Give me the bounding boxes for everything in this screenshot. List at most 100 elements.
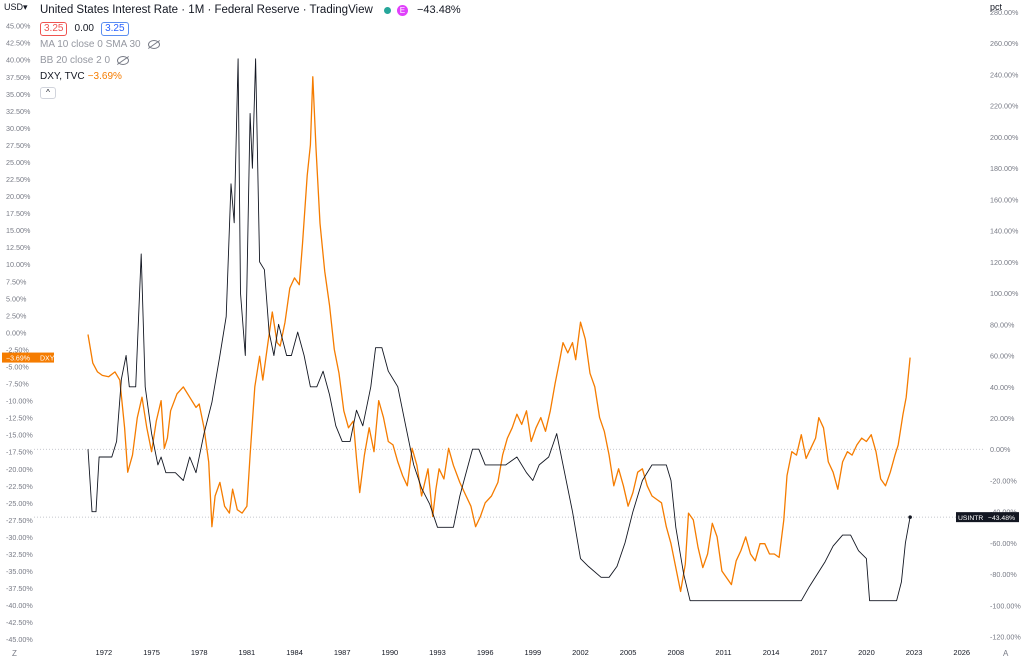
left-tick-label: -25.00% bbox=[6, 499, 33, 508]
usintr-price-badge bbox=[956, 512, 1019, 523]
left-tick-label: 2.50% bbox=[6, 311, 27, 320]
left-tick-label: 37.50% bbox=[6, 73, 31, 82]
x-tick-label: 1972 bbox=[96, 648, 113, 657]
left-axis: 45.00% 42.50% 40.00% 37.50% 35.00% 32.50% 30.0… bbox=[6, 22, 33, 645]
usintr-badge-value: −43.48% bbox=[988, 515, 1015, 522]
right-tick-label: 160.00% bbox=[990, 195, 1019, 204]
left-tick-label: -32.50% bbox=[6, 550, 33, 559]
left-tick-label: -20.00% bbox=[6, 465, 33, 474]
right-tick-label: 80.00% bbox=[990, 320, 1015, 329]
symbol-title[interactable]: United States Interest Rate · 1M · Feder… bbox=[40, 4, 373, 16]
x-axis: 1972 1975 1978 1981 1984 1987 1990 1993 1996 1999… bbox=[96, 648, 971, 657]
earnings-icon[interactable]: E bbox=[396, 4, 408, 16]
left-tick-label: 15.00% bbox=[6, 226, 31, 235]
right-tick-label: 180.00% bbox=[990, 164, 1019, 173]
left-tick-label: -22.50% bbox=[6, 482, 33, 491]
x-tick-label: 1993 bbox=[429, 648, 446, 657]
bb-indicator-row[interactable]: BB 20 close 2 0 bbox=[40, 52, 461, 68]
left-tick-label: -15.00% bbox=[6, 431, 33, 440]
compare-change: −3.69% bbox=[87, 71, 122, 82]
left-tick-label: -42.50% bbox=[6, 618, 33, 627]
series-line-dxy[interactable] bbox=[87, 76, 911, 593]
ma-indicator-label: MA 10 close 0 SMA 30 bbox=[40, 39, 141, 50]
left-corner-label[interactable]: Z bbox=[12, 649, 17, 658]
x-tick-label: 1984 bbox=[286, 648, 303, 657]
series-line-usintr[interactable] bbox=[87, 58, 911, 602]
left-tick-label: -12.50% bbox=[6, 414, 33, 423]
left-tick-label: 20.00% bbox=[6, 192, 31, 201]
collapse-legend-button[interactable]: ^ bbox=[40, 87, 56, 99]
buy-price[interactable]: 3.25 bbox=[101, 22, 129, 36]
x-tick-label: 1981 bbox=[239, 648, 256, 657]
x-tick-label: 1978 bbox=[191, 648, 208, 657]
x-tick-label: 2020 bbox=[858, 648, 875, 657]
x-tick-label: 2002 bbox=[572, 648, 589, 657]
x-tick-label: 2026 bbox=[953, 648, 970, 657]
right-tick-label: 40.00% bbox=[990, 383, 1015, 392]
left-tick-label: -7.50% bbox=[6, 380, 29, 389]
left-tick-label: 0.00% bbox=[6, 328, 27, 337]
bb-indicator-label: BB 20 close 2 0 bbox=[40, 55, 111, 66]
right-tick-label: 280.00% bbox=[990, 8, 1019, 17]
x-tick-label: 1990 bbox=[382, 648, 399, 657]
dxy-price-badge bbox=[2, 352, 54, 363]
x-tick-label: 2005 bbox=[620, 648, 637, 657]
right-tick-label: -60.00% bbox=[990, 539, 1017, 548]
x-tick-label: 2011 bbox=[715, 648, 731, 657]
left-tick-label: -37.50% bbox=[6, 584, 33, 593]
left-tick-label: 22.50% bbox=[6, 175, 31, 184]
compare-symbol: DXY, TVC bbox=[40, 71, 85, 82]
right-axis: 280.00% 260.00% 240.00% 220.00% 200.00% 180.0… bbox=[990, 8, 1021, 642]
left-tick-label: 40.00% bbox=[6, 56, 31, 65]
x-tick-label: 1975 bbox=[143, 648, 160, 657]
compare-row[interactable]: DXY, TVC −3.69% bbox=[40, 68, 461, 84]
left-tick-label: 35.00% bbox=[6, 90, 31, 99]
right-tick-label: -100.00% bbox=[990, 601, 1021, 610]
left-tick-label: -17.50% bbox=[6, 448, 33, 457]
left-tick-label: 12.50% bbox=[6, 243, 31, 252]
right-tick-label: 0.00% bbox=[990, 445, 1011, 454]
right-tick-label: 60.00% bbox=[990, 352, 1015, 361]
left-tick-label: -27.50% bbox=[6, 516, 33, 525]
hidden-eye-icon[interactable] bbox=[117, 55, 130, 65]
left-tick-label: -10.00% bbox=[6, 397, 33, 406]
left-tick-label: 17.50% bbox=[6, 209, 31, 218]
currency-selector[interactable]: USD▾ bbox=[4, 2, 28, 12]
right-tick-label: -20.00% bbox=[990, 476, 1017, 485]
sell-price[interactable]: 3.25 bbox=[40, 22, 68, 36]
left-tick-label: 45.00% bbox=[6, 22, 31, 31]
spread-value: 0.00 bbox=[74, 23, 94, 34]
left-tick-label: 27.50% bbox=[6, 141, 31, 150]
left-tick-label: 30.00% bbox=[6, 124, 31, 133]
left-tick-label: -2.50% bbox=[6, 345, 29, 354]
left-tick-label: 5.00% bbox=[6, 294, 27, 303]
legend: United States Interest Rate · 1M · Feder… bbox=[40, 2, 461, 100]
x-tick-label: 2017 bbox=[810, 648, 827, 657]
left-tick-label: -30.00% bbox=[6, 533, 33, 542]
market-status-icon[interactable] bbox=[383, 6, 391, 14]
dxy-badge-name: DXY bbox=[40, 356, 55, 363]
right-tick-label: 260.00% bbox=[990, 39, 1019, 48]
hidden-eye-icon[interactable] bbox=[147, 39, 160, 49]
left-tick-label: 32.50% bbox=[6, 107, 31, 116]
right-tick-label: 20.00% bbox=[990, 414, 1015, 423]
left-tick-label: -45.00% bbox=[6, 635, 33, 644]
right-tick-label: 120.00% bbox=[990, 258, 1019, 267]
left-tick-label: 10.00% bbox=[6, 260, 31, 269]
right-tick-label: 240.00% bbox=[990, 70, 1019, 79]
right-tick-label: 100.00% bbox=[990, 289, 1019, 298]
usintr-badge-name: USINTR bbox=[958, 515, 983, 522]
legend-main-row: United States Interest Rate · 1M · Feder… bbox=[40, 2, 461, 18]
right-tick-label: 220.00% bbox=[990, 102, 1019, 111]
right-tick-label: -120.00% bbox=[990, 633, 1021, 642]
x-tick-label: 2014 bbox=[763, 648, 780, 657]
right-corner-label[interactable]: A bbox=[1003, 649, 1009, 658]
ma-indicator-row[interactable]: MA 10 close 0 SMA 30 bbox=[40, 36, 461, 52]
x-tick-label: 1996 bbox=[477, 648, 494, 657]
left-tick-label: -5.00% bbox=[6, 362, 29, 371]
usintr-last-point bbox=[908, 515, 912, 519]
x-tick-label: 2023 bbox=[906, 648, 923, 657]
right-axis-unit: pct bbox=[990, 2, 1003, 12]
x-tick-label: 1999 bbox=[524, 648, 541, 657]
